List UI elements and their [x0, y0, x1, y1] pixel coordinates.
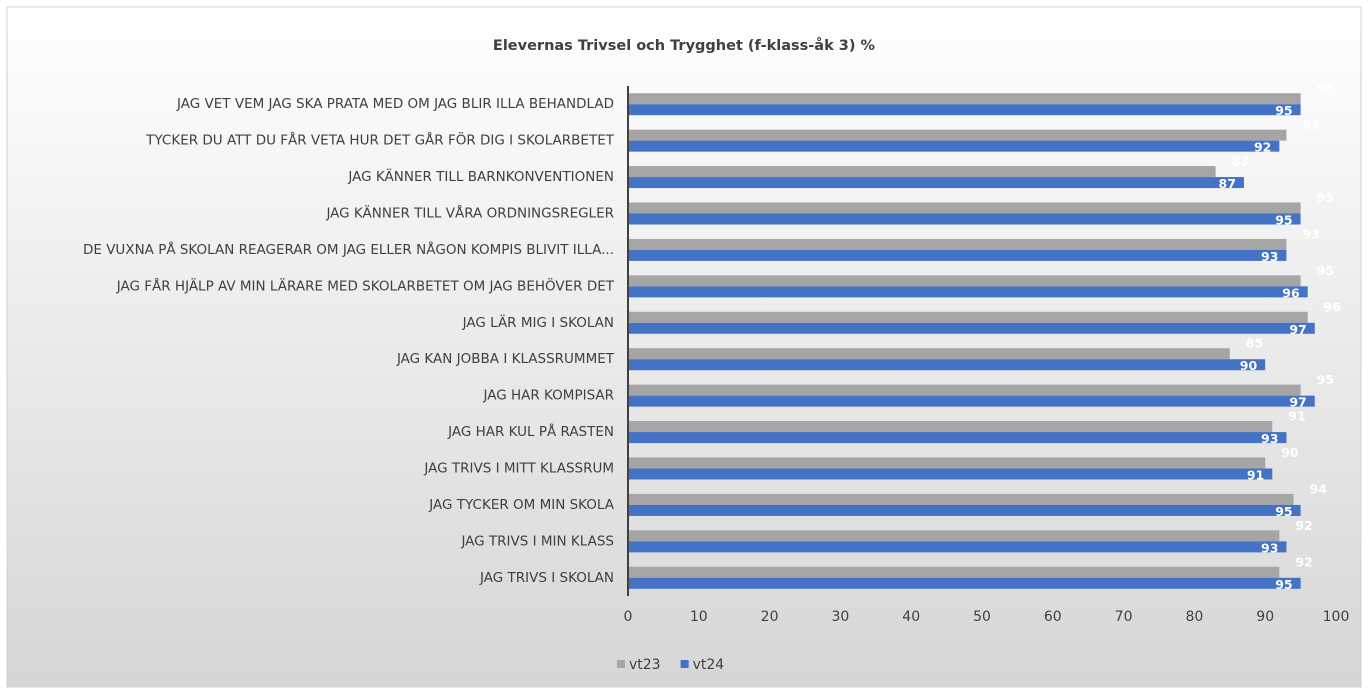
data-label: 96: [1282, 285, 1300, 300]
data-label: 95: [1275, 103, 1292, 118]
y-tick-label: JAG KÄNNER TILL BARNKONVENTIONEN: [347, 167, 614, 185]
y-tick-label: JAG HAR KOMPISAR: [483, 388, 615, 404]
x-tick-label: 10: [690, 609, 708, 625]
bar: [628, 249, 1287, 261]
data-label: 95: [1317, 372, 1334, 387]
y-tick-label: JAG TYCKER OM MIN SKOLA: [428, 497, 614, 513]
data-label: 93: [1261, 540, 1278, 555]
data-label: 85: [1246, 336, 1263, 351]
bar: [628, 457, 1266, 469]
data-label: 91: [1288, 409, 1305, 424]
bar: [628, 202, 1301, 214]
data-label: 95: [1317, 263, 1334, 278]
y-tick-label: JAG KÄNNER TILL VÅRA ORDNINGSREGLER: [325, 204, 614, 222]
bar: [628, 432, 1287, 444]
x-tick-label: 40: [902, 609, 920, 625]
data-label: 96: [1324, 299, 1342, 314]
data-label: 92: [1295, 554, 1312, 569]
data-label: 93: [1261, 249, 1278, 264]
bar: [628, 129, 1287, 141]
bar: [628, 359, 1266, 371]
bar: [628, 166, 1216, 178]
legend-swatch: [617, 660, 625, 668]
y-tick-label: JAG TRIVS I MITT KLASSRUM: [423, 461, 614, 477]
legend-label: vt23: [629, 657, 661, 673]
bar: [628, 311, 1308, 323]
data-label: 93: [1302, 117, 1319, 132]
data-label: 91: [1247, 468, 1264, 483]
data-label: 97: [1289, 395, 1306, 410]
bar: [628, 530, 1280, 542]
bar: [628, 504, 1301, 516]
data-label: 97: [1289, 322, 1306, 337]
data-label: 95: [1275, 213, 1292, 228]
x-tick-label: 80: [1185, 609, 1203, 625]
x-tick-label: 60: [1044, 609, 1062, 625]
bar: [628, 286, 1308, 298]
bar: [628, 238, 1287, 250]
data-label: 95: [1275, 504, 1292, 519]
bar: [628, 566, 1280, 578]
chart-title: Elevernas Trivsel och Trygghet (f-klass-…: [493, 37, 876, 54]
bar: [628, 468, 1273, 480]
data-label: 83: [1232, 154, 1249, 169]
bar: [628, 177, 1244, 189]
bar: [628, 93, 1301, 105]
y-tick-label: JAG KAN JOBBA I KLASSRUMMET: [396, 351, 615, 367]
x-tick-label: 50: [973, 609, 991, 625]
y-tick-label: JAG VET VEM JAG SKA PRATA MED OM JAG BLI…: [176, 96, 614, 112]
data-label: 95: [1317, 190, 1334, 205]
legend-label: vt24: [693, 657, 725, 673]
y-tick-label: JAG TRIVS I SKOLAN: [479, 570, 614, 586]
data-label: 94: [1310, 481, 1328, 496]
data-label: 93: [1302, 226, 1319, 241]
y-tick-label: TYCKER DU ATT DU FÅR VETA HUR DET GÅR FÖ…: [145, 131, 615, 149]
x-tick-label: 0: [624, 609, 633, 625]
bar: [628, 384, 1301, 396]
x-tick-label: 70: [1115, 609, 1133, 625]
x-tick-label: 20: [761, 609, 779, 625]
bar: [628, 493, 1294, 505]
data-label: 92: [1254, 140, 1271, 155]
x-tick-label: 100: [1323, 609, 1350, 625]
bar: [628, 275, 1301, 287]
bar: [628, 395, 1315, 407]
bar: [628, 140, 1280, 152]
y-tick-label: JAG HAR KUL PÅ RASTEN: [447, 423, 614, 440]
bar: [628, 322, 1315, 334]
data-label: 87: [1219, 176, 1236, 191]
bar: [628, 104, 1301, 116]
y-tick-label: JAG FÅR HJÄLP AV MIN LÄRARE MED SKOLARBE…: [116, 276, 615, 294]
data-label: 90: [1240, 358, 1258, 373]
bar: [628, 213, 1301, 225]
data-label: 95: [1317, 81, 1334, 96]
bar: [628, 541, 1287, 553]
bar: [628, 348, 1230, 360]
x-tick-label: 90: [1256, 609, 1274, 625]
y-tick-label: DE VUXNA PÅ SKOLAN REAGERAR OM JAG ELLER…: [83, 241, 614, 258]
bar: [628, 421, 1273, 433]
data-label: 92: [1295, 518, 1312, 533]
data-label: 95: [1275, 577, 1292, 592]
legend-swatch: [680, 660, 689, 668]
y-tick-label: JAG TRIVS I MIN KLASS: [460, 533, 614, 549]
x-tick-label: 30: [831, 609, 849, 625]
bar: [628, 577, 1301, 589]
data-label: 90: [1281, 445, 1299, 460]
y-tick-label: JAG LÄR MIG I SKOLAN: [462, 313, 614, 331]
data-label: 93: [1261, 431, 1278, 446]
